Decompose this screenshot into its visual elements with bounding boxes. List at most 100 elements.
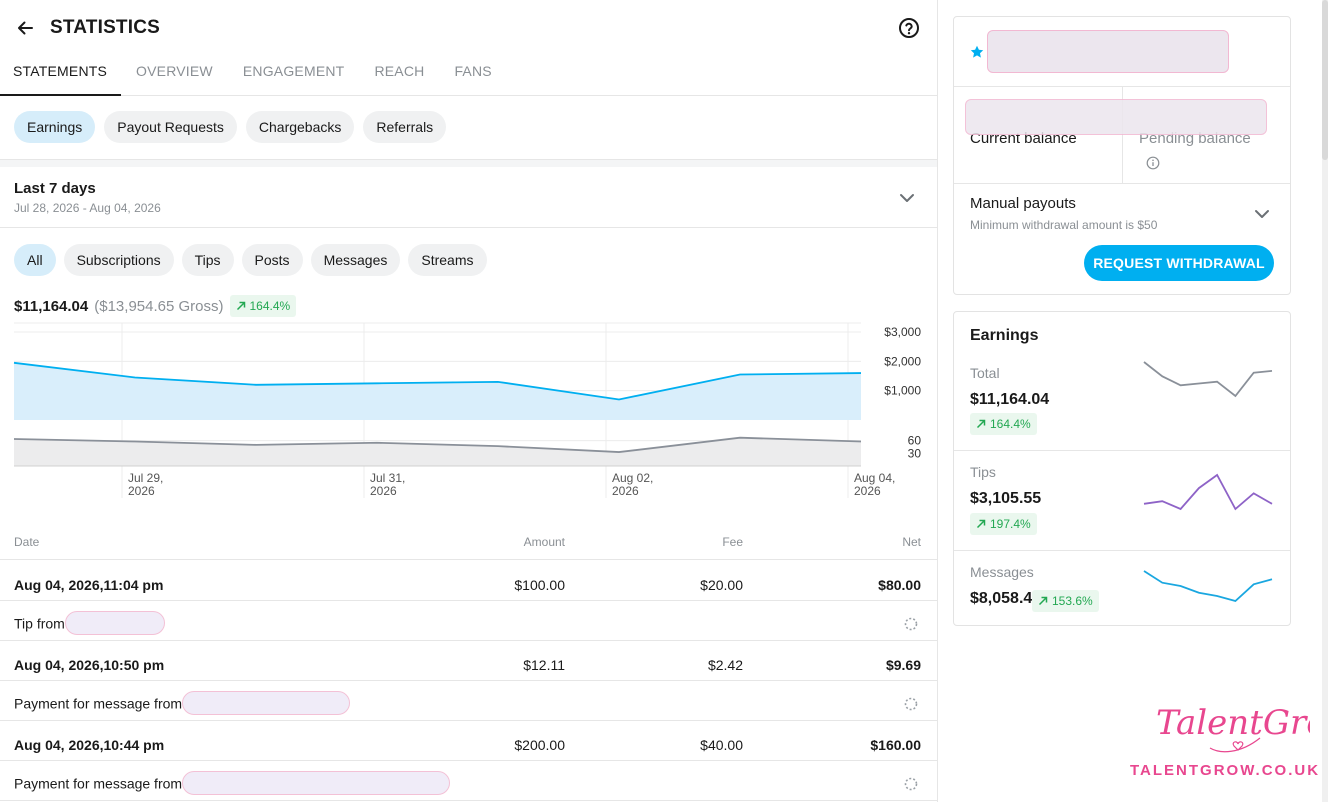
tab-overview[interactable]: OVERVIEW: [136, 63, 213, 79]
row-fee: $40.00: [700, 737, 743, 753]
earnings-card-title: Earnings: [970, 327, 1039, 344]
row-date: Aug 04, 2026,11:04 pm: [14, 577, 164, 593]
col-date: Date: [14, 535, 40, 549]
chip-referrals[interactable]: Referrals: [363, 111, 447, 143]
change-badge: 197.4%: [970, 513, 1037, 535]
period-range: Jul 28, 2026 - Aug 04, 2026: [14, 201, 161, 215]
statements-panel: STATISTICS STATEMENTS OVERVIEW ENGAGEMEN…: [0, 0, 938, 802]
page-header: STATISTICS: [0, 0, 937, 56]
filter-posts[interactable]: Posts: [241, 244, 303, 276]
row-fee: $2.42: [707, 657, 743, 673]
row-amount: $12.11: [523, 657, 565, 673]
filter-tips[interactable]: Tips: [181, 244, 234, 276]
talentgrow-logo: TalentGrow: [1150, 690, 1328, 763]
row-description: Tip from: [14, 615, 65, 632]
change-badge: 164.4%: [229, 295, 297, 317]
y-tick-label: 60: [908, 434, 922, 448]
col-amount: Amount: [523, 535, 565, 549]
trend-up-icon: [236, 301, 245, 311]
chevron-down-icon: [898, 189, 916, 212]
trend-up-icon: [976, 419, 986, 429]
change-badge: 164.4%: [970, 413, 1037, 435]
x-tick-label: 2026: [612, 484, 639, 498]
source-filter-chips: All Subscriptions Tips Posts Messages St…: [14, 244, 487, 276]
chip-chargebacks[interactable]: Chargebacks: [245, 111, 355, 143]
y-tick-label: $2,000: [884, 354, 921, 368]
table-row[interactable]: Aug 04, 2026,10:50 pm $12.11 $2.42 $9.69…: [0, 641, 937, 721]
earnings-item-label: Messages: [970, 564, 1034, 580]
min-withdrawal-note: Minimum withdrawal amount is $50: [970, 218, 1158, 232]
loading-spinner-icon: [904, 777, 918, 791]
filter-streams[interactable]: Streams: [408, 244, 487, 276]
filter-all[interactable]: All: [14, 244, 56, 276]
change-value: 164.4%: [249, 299, 291, 313]
earnings-item-label: Total: [970, 365, 1000, 381]
chip-payout-requests[interactable]: Payout Requests: [104, 111, 237, 143]
table-header: Date Amount Fee Net: [0, 534, 937, 560]
earnings-item-label: Tips: [970, 464, 996, 480]
request-withdrawal-button[interactable]: REQUEST WITHDRAWAL: [1084, 245, 1274, 281]
y-tick-label: $3,000: [884, 325, 921, 339]
stats-tabs: STATEMENTS OVERVIEW ENGAGEMENT REACH FAN…: [0, 48, 937, 96]
chevron-down-icon[interactable]: [1253, 205, 1271, 228]
earnings-item-value: $3,105.55: [970, 490, 1042, 507]
net-total: $11,164.04: [14, 297, 89, 315]
scrollbar-thumb[interactable]: [1322, 0, 1328, 160]
earnings-line: [13, 361, 862, 401]
earnings-messages-row: Messages $8,058.49 153.6%: [954, 550, 1290, 650]
change-value: 164.4%: [990, 417, 1031, 431]
page-title: STATISTICS: [50, 17, 161, 38]
earnings-item-value: $11,164.04: [970, 391, 1050, 408]
scrollbar[interactable]: [1322, 0, 1328, 802]
loading-spinner-icon: [904, 617, 918, 631]
trend-up-icon: [1038, 596, 1048, 606]
row-description: Payment for message from: [14, 775, 183, 792]
x-tick-label: 2026: [370, 484, 397, 498]
earnings-total-row: Total $11,164.04 164.4%: [954, 350, 1290, 450]
row-net: $80.00: [878, 577, 921, 593]
table-row[interactable]: Aug 04, 2026,10:44 pm $200.00 $40.00 $16…: [0, 721, 937, 801]
row-date: Aug 04, 2026,10:44 pm: [14, 737, 165, 753]
earnings-card: Earnings Total $11,164.04 164.4% Tips $3…: [953, 311, 1291, 626]
x-tick-label: Jul 29,: [128, 471, 163, 485]
help-icon[interactable]: [897, 16, 921, 40]
row-net: $9.69: [885, 657, 921, 673]
svg-text:TalentGrow: TalentGrow: [1156, 703, 1310, 743]
back-arrow-icon[interactable]: [14, 17, 36, 39]
manual-payouts-label[interactable]: Manual payouts: [970, 195, 1076, 212]
watermark-url: TALENTGROW.CO.UK: [1130, 762, 1321, 779]
filter-subscriptions[interactable]: Subscriptions: [63, 244, 174, 276]
sparkline-path: [1143, 570, 1273, 602]
earnings-summary: $11,164.04 ($13,954.65 Gross) 164.4%: [14, 295, 297, 317]
row-amount: $200.00: [514, 737, 565, 753]
tab-engagement[interactable]: ENGAGEMENT: [242, 63, 345, 79]
x-tick-label: 2026: [854, 484, 881, 498]
info-icon[interactable]: [1146, 156, 1160, 175]
tips-sparkline: [1143, 473, 1273, 511]
filter-messages[interactable]: Messages: [310, 244, 401, 276]
period-selector[interactable]: Last 7 days Jul 28, 2026 - Aug 04, 2026: [0, 167, 937, 228]
tab-statements[interactable]: STATEMENTS: [0, 48, 122, 96]
statement-type-chips: Earnings Payout Requests Chargebacks Ref…: [14, 111, 447, 143]
tab-fans[interactable]: FANS: [454, 63, 492, 79]
sparkline-path: [1143, 361, 1273, 398]
row-amount: $100.00: [514, 577, 565, 593]
tab-reach[interactable]: REACH: [374, 63, 425, 79]
total-sparkline: [1143, 361, 1273, 398]
row-description: Payment for message from: [14, 695, 183, 712]
change-badge: 153.6%: [1032, 590, 1099, 612]
y-tick-label: $1,000: [884, 384, 921, 398]
count-line: [13, 436, 862, 453]
loading-spinner-icon: [904, 697, 918, 711]
redacted-username: [64, 611, 165, 635]
chip-earnings[interactable]: Earnings: [14, 111, 96, 143]
col-net: Net: [902, 535, 921, 549]
row-net: $160.00: [870, 737, 921, 753]
sparkline-path: [1143, 473, 1273, 511]
earnings-area: [14, 362, 861, 420]
change-value: 153.6%: [1052, 594, 1093, 608]
table-row[interactable]: Aug 04, 2026,11:04 pm $100.00 $20.00 $80…: [0, 561, 937, 641]
row-fee: $20.00: [700, 577, 743, 593]
messages-sparkline: [1143, 570, 1273, 602]
